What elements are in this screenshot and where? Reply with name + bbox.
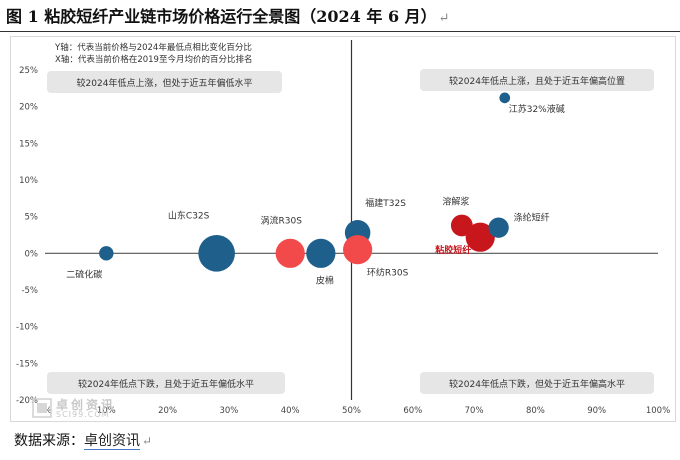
bubble-point (99, 246, 114, 261)
y-tick-label: 25% (19, 66, 38, 76)
watermark: 卓创资讯 SCI99.COM (32, 396, 142, 422)
return-mark: ↵ (438, 11, 450, 26)
bubble-point (465, 222, 495, 252)
source-return-mark: ↵ (142, 434, 153, 448)
x-tick-label: 10% (97, 406, 116, 416)
quadrant-box-top-right (420, 69, 654, 91)
axis-note: Y轴：代表当前价格与2024年最低点相比变化百分比 (54, 42, 252, 53)
point-label: 涤纶短纤 (514, 212, 550, 224)
point-label: 江苏32%液碱 (509, 103, 565, 115)
tick-labels: -20%-15%-10%-5%0%5%10%15%20%25%0%10%20%3… (16, 66, 670, 416)
quadrant-boxes: 较2024年低点上涨，但处于近五年偏低水平 较2024年低点上涨，且处于近五年偏高… (47, 69, 654, 394)
point-label: 福建T32S (365, 197, 406, 209)
y-tick-label: 20% (19, 103, 38, 113)
chart-title-text: 图 1 粘胶短纤产业链市场价格运行全景图（2024 年 6 月） (6, 7, 437, 26)
axis-notes: Y轴：代表当前价格与2024年最低点相比变化百分比X轴：代表当前价格在2019至… (54, 42, 252, 65)
y-tick-label: -15% (16, 359, 38, 369)
quadrant-label-top-left: 较2024年低点上涨，但处于近五年偏低水平 (77, 77, 253, 89)
x-tick-label: 70% (465, 406, 484, 416)
y-tick-label: -20% (16, 396, 38, 406)
quadrant-label-bottom-left: 较2024年低点下跌，且处于近五年偏低水平 (78, 378, 254, 390)
x-tick-label: 40% (281, 406, 300, 416)
title-divider (0, 31, 680, 32)
bubble-point (306, 238, 336, 268)
bubble-point (499, 92, 511, 104)
x-tick-label: 60% (403, 406, 422, 416)
point-label: 二硫化碳 (66, 268, 102, 280)
y-tick-label: 0% (25, 249, 39, 259)
source-prefix: 数据来源： (14, 433, 84, 449)
y-tick-label: 10% (19, 176, 38, 186)
source-name: 卓创资讯 (84, 433, 140, 450)
point-label: 山东C32S (168, 209, 210, 221)
bubble-point (198, 235, 235, 272)
x-tick-label: 20% (158, 406, 177, 416)
watermark-en: SCI99.COM (56, 410, 110, 419)
point-label: 环纺R30S (367, 267, 409, 279)
axis-note: X轴：代表当前价格在2019至今月均价的百分比排名 (55, 54, 252, 65)
bubble-point (275, 238, 305, 268)
x-tick-label: 100% (646, 406, 670, 416)
point-label: 涡流R30S (260, 214, 302, 226)
quadrant-box-bottom-right (420, 372, 654, 394)
x-tick-label: 90% (587, 406, 606, 416)
bubble-point (488, 217, 509, 238)
point-label: 粘胶短纤 (434, 244, 471, 256)
quadrant-label-top-right: 较2024年低点上涨，且处于近五年偏高位置 (449, 75, 625, 87)
y-tick-label: 15% (19, 139, 38, 149)
x-tick-label: 30% (219, 406, 238, 416)
y-tick-label: -5% (21, 286, 38, 296)
y-tick-label: -10% (16, 323, 38, 333)
point-label: 皮棉 (316, 274, 334, 286)
axes (45, 40, 658, 400)
data-source: 数据来源：卓创资讯 ↵ (14, 428, 152, 454)
watermark-cn: 卓创资讯 (56, 398, 117, 412)
quadrant-box-bottom-left (47, 372, 285, 394)
x-tick-label: 50% (342, 406, 361, 416)
x-tick-label: 80% (526, 406, 545, 416)
point-label: 溶解浆 (442, 195, 469, 207)
y-tick-label: 5% (25, 213, 39, 223)
quadrant-label-bottom-right: 较2024年低点下跌，但处于近五年偏高水平 (449, 378, 625, 390)
chart-frame (10, 36, 676, 422)
bubble-point (343, 235, 373, 265)
quadrant-box-top-left (47, 71, 282, 93)
chart-title: 图 1 粘胶短纤产业链市场价格运行全景图（2024 年 6 月） ↵ (6, 4, 674, 30)
watermark-logo-icon (32, 398, 52, 418)
